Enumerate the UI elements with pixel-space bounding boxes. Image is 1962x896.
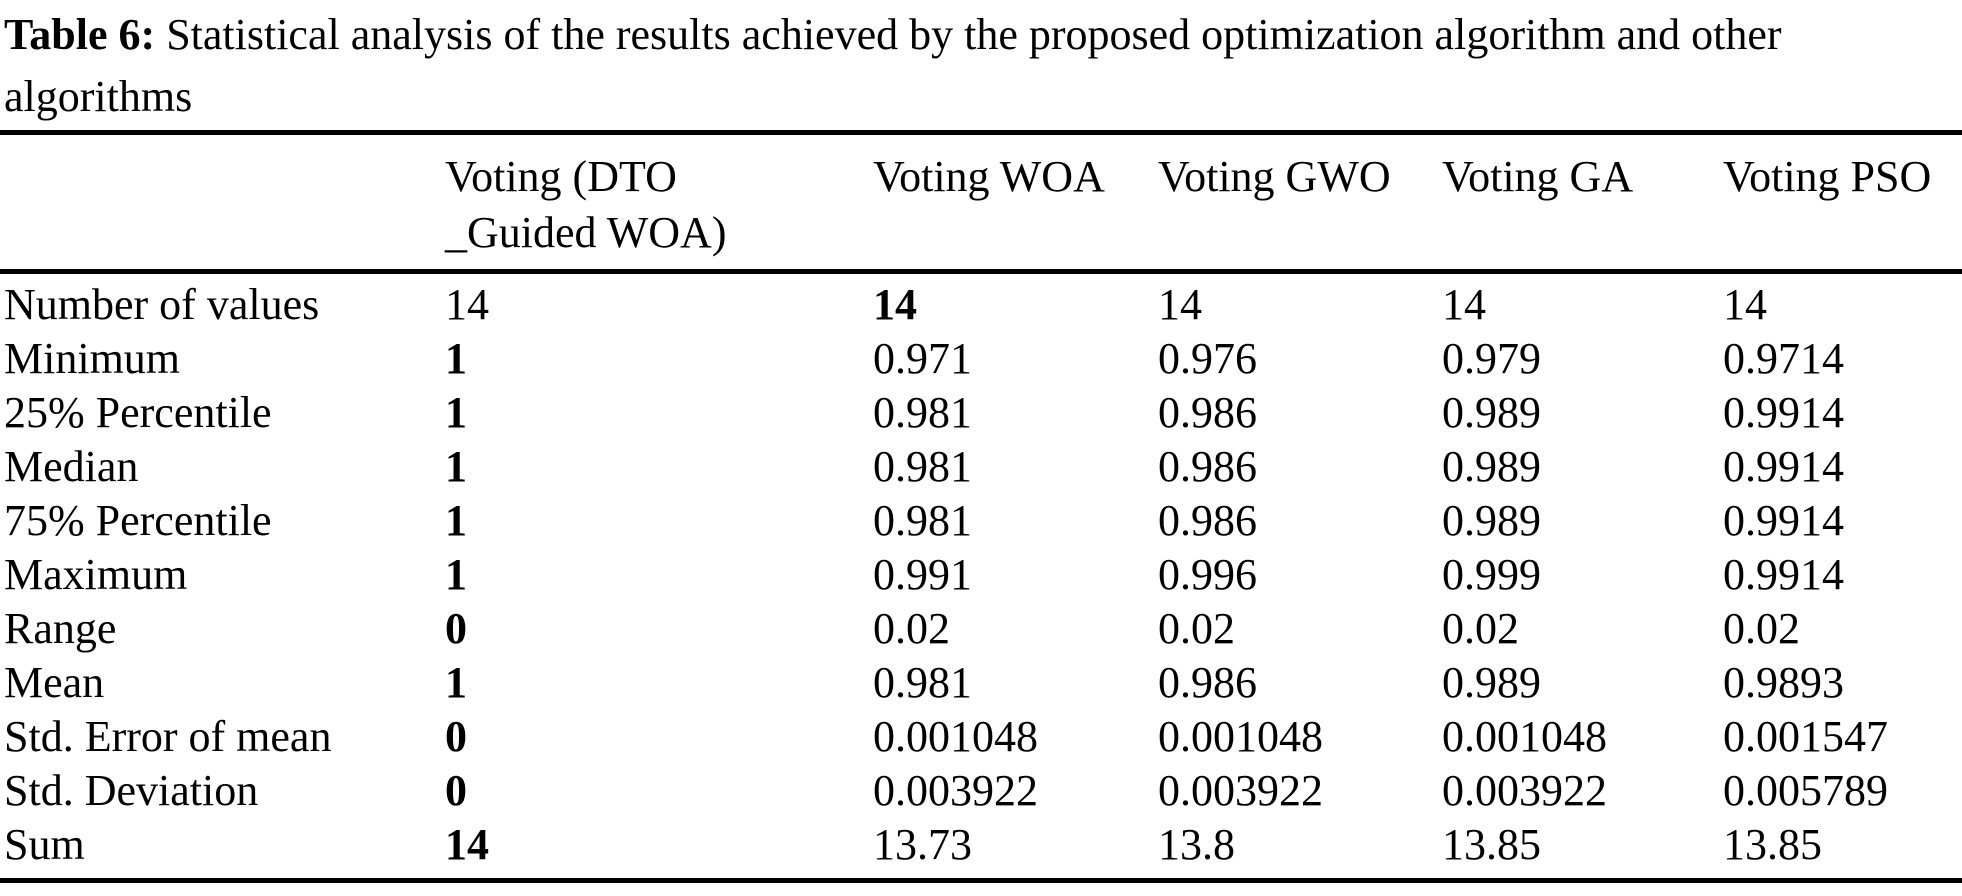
row-label: Maximum [4, 550, 188, 599]
column-header-voting-pso: Voting PSO [1723, 132, 1962, 274]
cell-value: 0.989 [1442, 388, 1541, 437]
cell-value: 13.85 [1723, 820, 1822, 869]
cell-value: 0.9714 [1723, 334, 1844, 383]
row-label: Std. Error of mean [4, 712, 332, 761]
row-label: Std. Deviation [4, 766, 259, 815]
row-label: Minimum [4, 334, 181, 383]
statistics-table: Voting (DTO _Guided WOA) Voting WOA Voti… [0, 130, 1962, 883]
row-label: 75% Percentile [4, 496, 272, 545]
cell-value: 0.02 [1158, 604, 1235, 653]
cell-value: 0.981 [873, 388, 972, 437]
cell-value: 14 [445, 820, 489, 869]
column-header-empty [0, 132, 445, 274]
cell-value: 1 [445, 442, 467, 491]
caption-label: Table 6: [4, 10, 156, 59]
cell-value: 0.003922 [1158, 766, 1323, 815]
cell-value: 0 [445, 712, 467, 761]
cell-value: 0.981 [873, 658, 972, 707]
cell-value: 0.986 [1158, 388, 1257, 437]
table-caption: Table 6: Statistical analysis of the res… [0, 0, 1962, 128]
cell-value: 0.986 [1158, 442, 1257, 491]
table-row: Std. Deviation 0 0.003922 0.003922 0.003922 0… [0, 764, 1962, 818]
cell-value: 0.976 [1158, 334, 1257, 383]
cell-value: 0.005789 [1723, 766, 1888, 815]
cell-value: 0.971 [873, 334, 972, 383]
cell-value: 0.02 [1442, 604, 1519, 653]
header-row: Voting (DTO _Guided WOA) Voting WOA Voti… [0, 132, 1962, 274]
table-row: Mean 1 0.981 0.986 0.989 0.9893 [0, 656, 1962, 710]
cell-value: 0.989 [1442, 442, 1541, 491]
row-label: Mean [4, 658, 105, 707]
cell-value: 0.003922 [873, 766, 1038, 815]
cell-value: 14 [445, 280, 489, 329]
cell-value: 0 [445, 766, 467, 815]
column-header-voting-woa: Voting WOA [873, 132, 1158, 274]
cell-value: 1 [445, 388, 467, 437]
cell-value: 1 [445, 658, 467, 707]
cell-value: 0.9893 [1723, 658, 1844, 707]
cell-value: 13.85 [1442, 820, 1541, 869]
cell-value: 0.986 [1158, 658, 1257, 707]
cell-value: 14 [873, 280, 917, 329]
cell-value: 13.8 [1158, 820, 1235, 869]
table-row: 25% Percentile 1 0.981 0.986 0.989 0.9914 [0, 386, 1962, 440]
cell-value: 0.996 [1158, 550, 1257, 599]
cell-value: 13.73 [873, 820, 972, 869]
cell-value: 0.02 [1723, 604, 1800, 653]
table-row: Median 1 0.981 0.986 0.989 0.9914 [0, 440, 1962, 494]
cell-value: 0.989 [1442, 658, 1541, 707]
cell-value: 0.981 [873, 496, 972, 545]
cell-value: 0.981 [873, 442, 972, 491]
cell-value: 0.001048 [873, 712, 1038, 761]
table-body: Number of values 14 14 14 14 14 Minimum 1 0.971 0… [0, 272, 1962, 881]
table-row: Range 0 0.02 0.02 0.02 0.02 [0, 602, 1962, 656]
row-label: Range [4, 604, 117, 653]
cell-value: 0.999 [1442, 550, 1541, 599]
row-label: 25% Percentile [4, 388, 272, 437]
cell-value: 0.02 [873, 604, 950, 653]
table-row: Minimum 1 0.971 0.976 0.979 0.9714 [0, 332, 1962, 386]
table-row: 75% Percentile 1 0.981 0.986 0.989 0.9914 [0, 494, 1962, 548]
cell-value: 0.001048 [1442, 712, 1607, 761]
cell-value: 0.003922 [1442, 766, 1607, 815]
cell-value: 0.979 [1442, 334, 1541, 383]
column-header-voting-ga: Voting GA [1442, 132, 1723, 274]
cell-value: 0.9914 [1723, 388, 1844, 437]
table-row: Maximum 1 0.991 0.996 0.999 0.9914 [0, 548, 1962, 602]
cell-value: 1 [445, 550, 467, 599]
column-header-voting-dto-guided-woa: Voting (DTO _Guided WOA) [445, 132, 873, 274]
cell-value: 14 [1723, 280, 1767, 329]
cell-value: 14 [1442, 280, 1486, 329]
cell-value: 0.001547 [1723, 712, 1888, 761]
cell-value: 0.9914 [1723, 550, 1844, 599]
cell-value: 0.001048 [1158, 712, 1323, 761]
cell-value: 0.991 [873, 550, 972, 599]
table-header: Voting (DTO _Guided WOA) Voting WOA Voti… [0, 132, 1962, 274]
column-header-voting-gwo: Voting GWO [1158, 132, 1442, 274]
row-label: Sum [4, 820, 85, 869]
cell-value: 14 [1158, 280, 1202, 329]
cell-value: 0.9914 [1723, 442, 1844, 491]
row-label: Median [4, 442, 139, 491]
cell-value: 0 [445, 604, 467, 653]
cell-value: 0.989 [1442, 496, 1541, 545]
table-row: Sum 14 13.73 13.8 13.85 13.85 [0, 818, 1962, 881]
cell-value: 0.9914 [1723, 496, 1844, 545]
table-row: Std. Error of mean 0 0.001048 0.001048 0.001… [0, 710, 1962, 764]
cell-value: 0.986 [1158, 496, 1257, 545]
table-row: Number of values 14 14 14 14 14 [0, 272, 1962, 333]
caption-text: Statistical analysis of the results achi… [4, 10, 1782, 121]
cell-value: 1 [445, 334, 467, 383]
row-label: Number of values [4, 280, 320, 329]
cell-value: 1 [445, 496, 467, 545]
